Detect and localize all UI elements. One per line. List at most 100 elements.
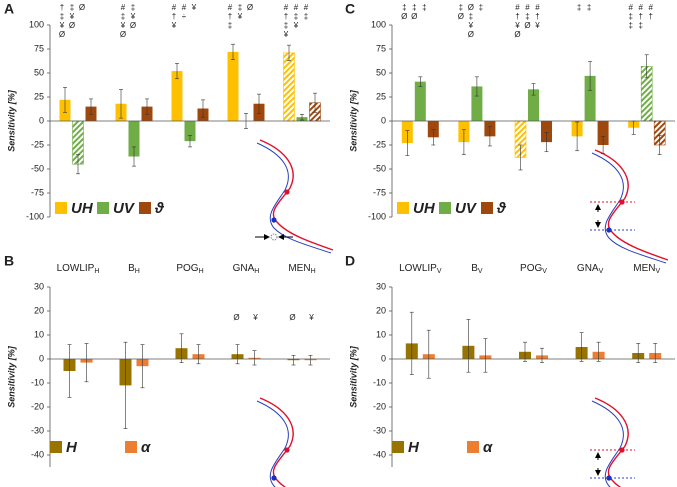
significance-symbol: ‡ <box>402 3 406 12</box>
y-tick-label: -10 <box>373 377 386 387</box>
significance-symbol: ‡ <box>294 12 298 21</box>
significance-symbol: ¥ <box>468 21 474 30</box>
significance-symbol: Ø <box>233 313 239 322</box>
significance-symbol: ¥ <box>534 21 540 30</box>
category-subscript: H <box>94 268 99 275</box>
error-bar <box>487 126 492 147</box>
category-label: BH <box>128 263 140 276</box>
significance-symbol: Ø <box>79 3 85 12</box>
significance-symbol: † <box>638 12 642 21</box>
significance-symbol: ‡ <box>304 12 308 21</box>
significance-symbol: Ø <box>514 30 520 39</box>
legend-swatch <box>397 202 409 214</box>
error-bar <box>252 350 257 366</box>
y-axis-label: Sensitivity [%] <box>348 89 358 152</box>
legend-label: H <box>408 439 420 456</box>
category-subscript: V <box>655 268 660 275</box>
error-bar <box>201 99 205 118</box>
legend-swatch <box>467 441 479 453</box>
legend-swatch <box>139 202 151 214</box>
significance-symbol: ‡ <box>121 12 125 21</box>
y-tick-label: 0 <box>381 353 386 363</box>
significance-symbol: ‡ <box>70 3 74 12</box>
significance-symbol: Ø <box>59 30 65 39</box>
category-subscript: H <box>199 268 204 275</box>
significance-symbol: # <box>628 3 633 12</box>
y-axis-label: Sensitivity [%] <box>348 345 358 408</box>
category-subscript: H <box>311 268 316 275</box>
y-tick-label: -40 <box>373 449 386 459</box>
significance-symbol: ÷ <box>182 12 187 21</box>
legend-swatch <box>55 202 67 214</box>
y-tick-label: 30 <box>34 281 44 291</box>
panel-letter: C <box>345 1 355 17</box>
error-bar <box>140 344 145 389</box>
legend-label: α <box>483 439 493 456</box>
error-bar <box>145 98 149 115</box>
significance-symbol: Ø <box>411 12 417 21</box>
legend-label: UH <box>71 200 94 217</box>
category-label: LOWLIPH <box>57 263 100 276</box>
error-bar <box>291 355 296 366</box>
significance-symbol: # <box>525 3 530 12</box>
y-tick-label: 30 <box>376 281 386 291</box>
error-bar <box>188 135 192 148</box>
y-tick-label: 0 <box>39 115 44 125</box>
y-tick-label: -10 <box>31 377 44 387</box>
y-tick-label: -75 <box>373 187 386 197</box>
error-bar <box>588 61 593 91</box>
error-bar <box>531 83 536 96</box>
jaw-diagram-b <box>256 397 334 487</box>
significance-symbol: ¥ <box>252 313 258 322</box>
error-bar <box>300 113 304 121</box>
bar <box>471 86 483 121</box>
error-bar <box>596 341 601 362</box>
significance-symbol: Ø <box>69 21 75 30</box>
y-tick-label: -50 <box>373 163 386 173</box>
y-tick-label: 20 <box>34 305 44 315</box>
bar <box>128 121 140 157</box>
significance-symbol: # <box>515 3 520 12</box>
significance-symbol: ¥ <box>293 21 299 30</box>
category-subscript: H <box>135 268 140 275</box>
legend-swatch <box>50 441 62 453</box>
significance-symbol: ¥ <box>514 21 520 30</box>
legend-swatch <box>97 202 109 214</box>
significance-symbol: † <box>284 12 288 21</box>
legend-label: UV <box>113 200 136 217</box>
significance-symbol: † <box>60 3 64 12</box>
legend-swatch <box>481 202 493 214</box>
error-bar <box>518 144 523 171</box>
category-name: MEN <box>288 263 310 274</box>
bar <box>427 121 439 138</box>
significance-symbol: ¥ <box>69 12 75 21</box>
bar <box>584 75 596 121</box>
jaw-diagram-c <box>590 149 669 264</box>
panel-letter: D <box>345 253 355 269</box>
y-tick-label: -40 <box>31 449 44 459</box>
error-bar <box>405 130 410 156</box>
category-label: POGH <box>176 263 203 276</box>
legend-label: ϑ <box>496 200 507 217</box>
significance-symbol: † <box>648 12 652 21</box>
bar <box>541 121 552 143</box>
error-bar <box>231 43 235 60</box>
category-name: LOWLIP <box>399 263 437 274</box>
category-label: MENH <box>288 263 315 276</box>
significance-symbol: ¥ <box>283 30 289 39</box>
error-bar <box>313 92 317 113</box>
y-tick-label: -100 <box>368 211 386 221</box>
significance-symbol: † <box>535 12 539 21</box>
significance-symbol: Ø <box>130 21 136 30</box>
error-bar <box>579 332 584 362</box>
significance-symbol: ¥ <box>120 21 126 30</box>
y-tick-label: 25 <box>34 91 44 101</box>
legend-label: UV <box>455 200 478 217</box>
significance-symbol: Ø <box>401 12 407 21</box>
y-tick-label: 10 <box>34 329 44 339</box>
error-bar <box>67 344 72 398</box>
bar <box>227 51 239 121</box>
significance-symbol: ‡ <box>638 21 642 30</box>
category-label: MENV <box>633 263 660 276</box>
